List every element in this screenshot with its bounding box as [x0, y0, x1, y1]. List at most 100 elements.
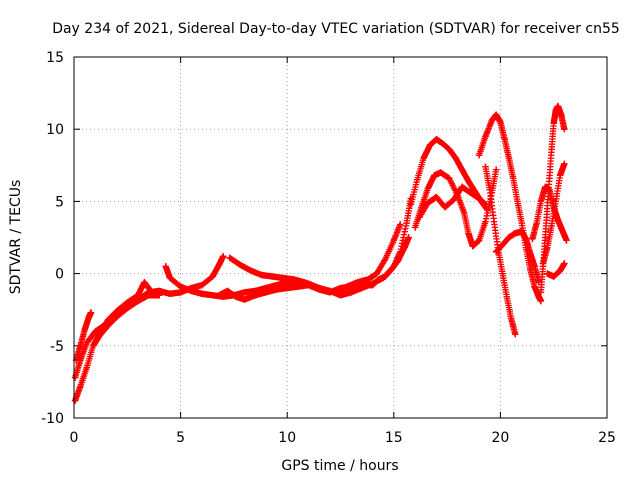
data-point: [544, 205, 551, 212]
y-tick-labels: -10 -5 0 5 10 15: [41, 50, 64, 427]
data-point: [209, 292, 216, 299]
data-point: [561, 126, 568, 133]
data-point: [77, 383, 84, 390]
data-point: [365, 276, 372, 283]
data-point: [469, 242, 476, 250]
x-tick-label: 15: [385, 430, 403, 446]
data-point: [81, 326, 88, 334]
series-sat-n: [529, 183, 570, 244]
data-point: [505, 154, 513, 162]
data-point: [561, 160, 568, 168]
data-point: [77, 342, 84, 349]
data-point: [557, 111, 565, 118]
data-point: [556, 172, 564, 179]
data-point: [563, 237, 570, 244]
data-point: [501, 136, 508, 143]
data-point: [311, 283, 319, 290]
y-axis-label: SDTVAR / TECUs: [8, 180, 24, 295]
data-point: [333, 289, 340, 296]
data-point: [550, 120, 557, 127]
data-point: [322, 287, 329, 295]
y-tick-label: 0: [55, 267, 64, 283]
data-point: [394, 257, 402, 264]
data-point: [420, 154, 427, 162]
data-point: [433, 136, 440, 143]
data-point: [198, 281, 206, 289]
data-point: [465, 229, 472, 237]
data-point: [258, 271, 265, 279]
data-point: [439, 140, 447, 147]
data-point: [188, 287, 195, 295]
y-tick-label: 15: [46, 50, 64, 66]
data-point: [294, 283, 302, 290]
data-point: [147, 287, 154, 295]
data-point: [482, 163, 489, 170]
data-point: [301, 279, 308, 286]
data-point: [273, 286, 280, 293]
data-point: [354, 279, 361, 286]
data-point: [262, 289, 270, 296]
data-point: [104, 316, 112, 324]
data-point: [507, 315, 515, 322]
data-point: [446, 146, 453, 153]
data-point: [220, 253, 227, 260]
data-point: [156, 292, 163, 299]
data-point: [134, 292, 142, 299]
data-point: [503, 293, 510, 300]
data-point: [426, 141, 434, 149]
series-markers: [539, 160, 568, 267]
data-point: [269, 273, 276, 280]
data-point: [382, 273, 389, 280]
data-point: [141, 279, 148, 286]
data-point: [499, 241, 506, 248]
data-point: [556, 267, 564, 274]
data-point: [87, 309, 95, 316]
series-sat-d: [89, 279, 154, 349]
data-point: [215, 292, 223, 299]
data-point: [177, 283, 184, 290]
data-point: [85, 313, 93, 321]
data-point: [458, 183, 466, 191]
data-point: [509, 175, 517, 182]
y-tick-label: 5: [55, 194, 64, 210]
data-point: [475, 195, 483, 202]
data-point: [177, 289, 184, 296]
data-point: [492, 248, 500, 256]
x-tick-label: 10: [278, 430, 296, 446]
data-point: [411, 224, 419, 231]
data-point: [465, 177, 472, 185]
series-sat-j: [416, 183, 489, 221]
data-point: [548, 146, 555, 153]
data-point: [537, 297, 545, 305]
data-point: [209, 273, 216, 280]
data-point: [401, 244, 408, 251]
x-tick-labels: 0 5 10 15 20 25: [70, 430, 616, 446]
x-tick-label: 25: [598, 430, 616, 446]
data-point: [424, 199, 432, 207]
data-point: [241, 289, 248, 296]
data-point: [544, 270, 551, 277]
data-point: [486, 186, 493, 194]
data-point: [492, 111, 500, 118]
chart-title: Day 234 of 2021, Sidereal Day-to-day VTE…: [52, 21, 620, 37]
series-sat-q: [544, 260, 568, 280]
data-point: [559, 227, 566, 234]
data-point: [490, 218, 498, 225]
y-tick-label: -10: [41, 411, 64, 427]
data-point: [382, 255, 389, 263]
x-tick-label: 0: [70, 430, 79, 446]
data-point: [224, 287, 231, 295]
data-point: [488, 117, 496, 124]
data-point: [343, 283, 351, 290]
data-point: [533, 219, 540, 227]
data-point: [548, 222, 555, 230]
data-point: [458, 166, 466, 173]
data-point: [541, 234, 549, 241]
data-point: [482, 133, 489, 140]
series-sat-p: [539, 160, 568, 267]
data-point: [554, 216, 562, 224]
data-point: [414, 176, 421, 183]
data-point: [527, 250, 534, 257]
data-point: [452, 154, 459, 162]
data-point: [241, 296, 248, 303]
